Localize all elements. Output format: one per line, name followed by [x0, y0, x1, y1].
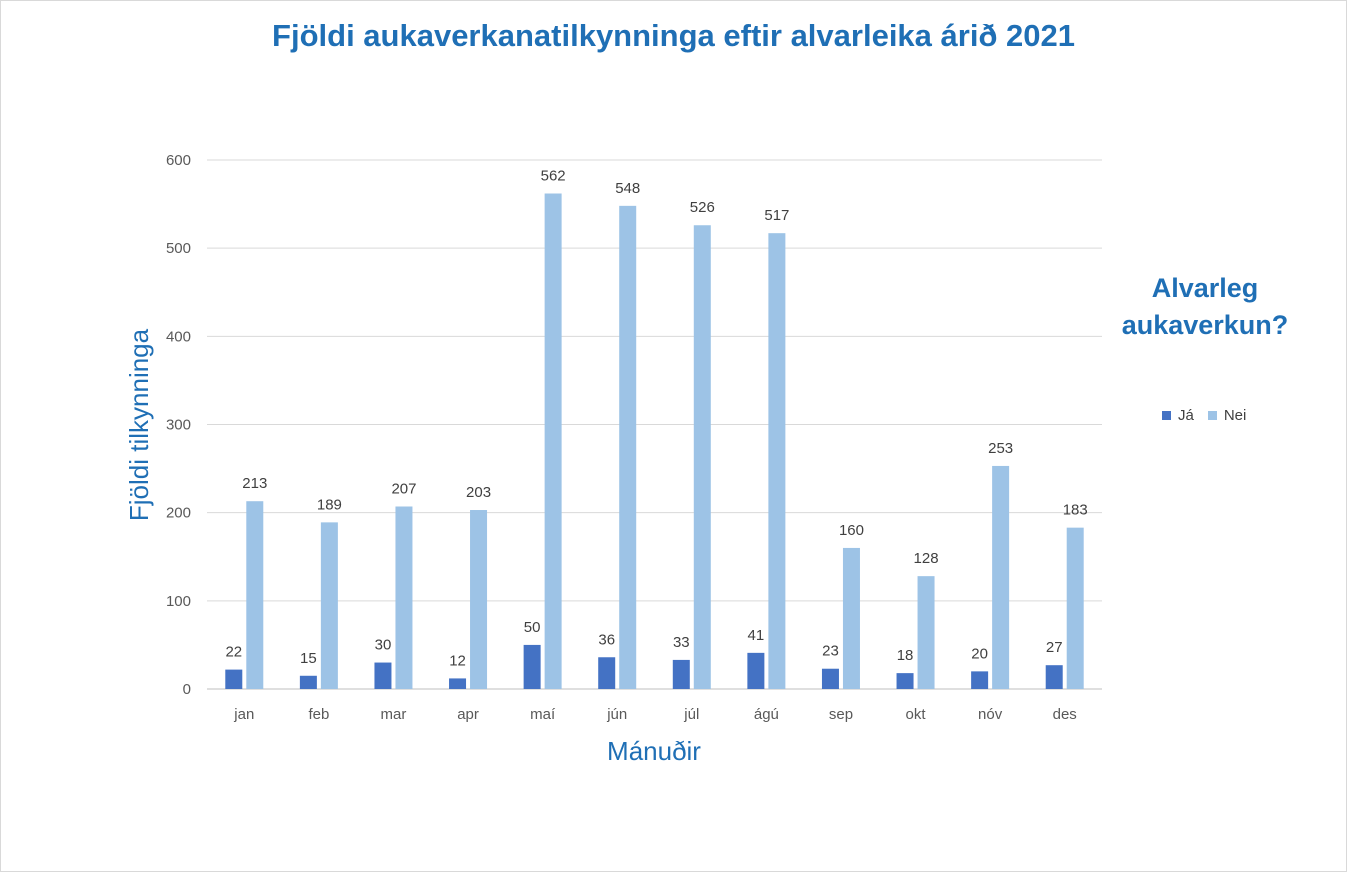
bar-nei — [470, 510, 488, 689]
x-tick-label: mar — [381, 706, 407, 723]
legend-swatch-nei — [1207, 411, 1217, 420]
bar-ja — [299, 675, 317, 689]
bar-nei — [395, 506, 413, 689]
bar-ja — [747, 652, 765, 689]
data-label: 23 — [822, 643, 839, 660]
x-tick-label: feb — [308, 706, 329, 723]
data-label: 20 — [971, 645, 988, 662]
bar-nei — [246, 501, 264, 689]
bar-nei — [992, 465, 1010, 689]
data-label: 548 — [615, 180, 640, 197]
gridlines — [207, 159, 1102, 690]
legend: Já Nei — [1162, 407, 1246, 424]
data-label: 562 — [541, 168, 566, 185]
legend-item-nei: Nei — [1207, 407, 1247, 424]
legend-swatch-ja — [1162, 411, 1171, 420]
y-axis-ticks: 0 100 200 300 400 500 600 — [166, 152, 191, 698]
y-tick-label: 0 — [183, 681, 191, 698]
x-tick-label: jan — [233, 706, 254, 723]
x-tick-label: júl — [683, 706, 699, 723]
data-label: 189 — [317, 496, 342, 513]
x-tick-label: okt — [906, 706, 927, 723]
bar-ja — [225, 669, 243, 689]
bar-ja — [896, 673, 914, 689]
data-label: 253 — [988, 440, 1013, 457]
y-tick-label: 300 — [166, 417, 191, 434]
bar-ja — [821, 668, 839, 689]
data-label: 33 — [673, 634, 690, 651]
bar-nei — [768, 233, 786, 689]
x-tick-label: des — [1053, 706, 1077, 723]
data-label: 41 — [748, 627, 765, 644]
y-tick-label: 400 — [166, 328, 191, 345]
legend-item-ja: Já — [1162, 407, 1194, 424]
bar-ja — [971, 671, 989, 689]
data-label: 517 — [764, 207, 789, 224]
data-label: 27 — [1046, 639, 1063, 656]
data-label: 203 — [466, 484, 491, 501]
x-tick-label: jún — [606, 706, 627, 723]
x-tick-label: apr — [457, 706, 479, 723]
data-label: 183 — [1063, 502, 1088, 519]
x-axis-title: Mánuðir — [607, 736, 701, 766]
bar-ja — [598, 657, 616, 689]
bar-ja — [449, 678, 467, 689]
data-label: 30 — [375, 637, 392, 654]
bar-ja — [1045, 665, 1063, 689]
bar-nei — [842, 547, 860, 689]
data-label: 15 — [300, 650, 317, 667]
bars — [225, 193, 1084, 689]
data-labels: 22 213 15 189 30 207 12 203 50 562 36 548 33 526 41 517… — [225, 168, 1087, 670]
y-axis-title: Fjöldi tilkynninga — [124, 328, 154, 521]
legend-label-nei: Nei — [1223, 407, 1247, 424]
y-tick-label: 200 — [166, 505, 191, 522]
bar-nei — [917, 576, 935, 689]
data-label: 18 — [897, 647, 914, 664]
data-label: 213 — [242, 475, 267, 492]
data-label: 12 — [449, 652, 466, 669]
bar-nei — [320, 522, 338, 689]
bar-nei — [619, 205, 637, 689]
bar-nei — [693, 225, 711, 689]
data-label: 50 — [524, 619, 541, 636]
data-label: 128 — [914, 550, 939, 567]
data-label: 36 — [598, 631, 615, 648]
data-label: 207 — [391, 480, 416, 497]
y-tick-label: 600 — [166, 152, 191, 169]
y-tick-label: 100 — [166, 593, 191, 610]
bar-nei — [1066, 527, 1084, 689]
x-tick-label: nóv — [978, 706, 1003, 723]
legend-title: Alvarleg aukaverkun? — [1121, 273, 1289, 340]
chart-title: Fjöldi aukaverkanatilkynninga eftir alva… — [272, 18, 1075, 53]
data-label: 160 — [839, 522, 864, 539]
bar-ja — [672, 659, 690, 689]
bar-nei — [544, 193, 562, 689]
x-tick-label: sep — [829, 706, 853, 723]
x-axis-ticks: jan feb mar apr maí jún júl ágú sep okt nóv des — [233, 706, 1077, 723]
data-label: 22 — [225, 644, 242, 661]
x-tick-label: maí — [530, 706, 556, 723]
y-tick-label: 500 — [166, 240, 191, 257]
legend-label-ja: Já — [1178, 407, 1194, 424]
data-label: 526 — [690, 199, 715, 216]
bar-ja — [523, 644, 541, 689]
x-tick-label: ágú — [754, 706, 779, 723]
bar-ja — [374, 662, 392, 689]
